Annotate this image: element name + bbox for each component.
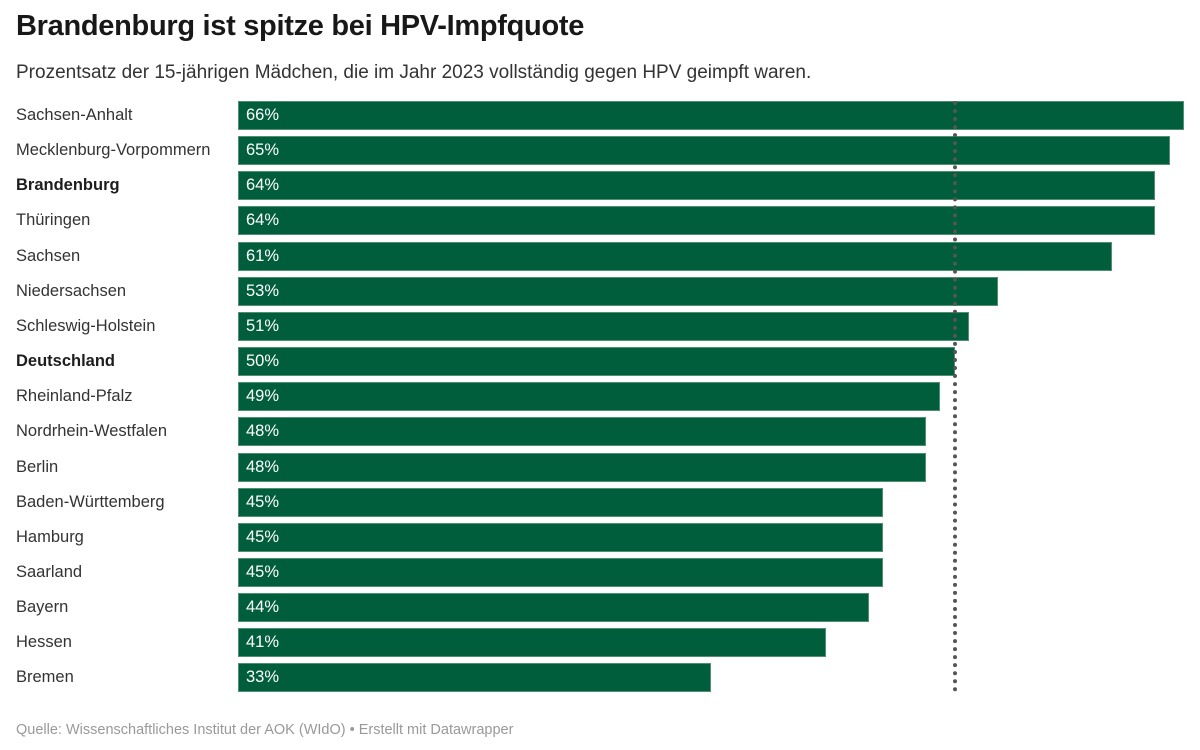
bar: 48% [238, 452, 926, 482]
bar: 49% [238, 382, 941, 412]
bar: 45% [238, 522, 883, 552]
bar-value-label: 41% [246, 633, 280, 652]
category-label: Hessen [16, 633, 72, 652]
bar: 45% [238, 557, 883, 587]
bar: 50% [238, 347, 955, 377]
category-label: Brandenburg [16, 176, 120, 195]
bar-value-label: 61% [246, 246, 280, 265]
average-reference-line [952, 101, 957, 693]
bar-value-label: 65% [246, 141, 280, 160]
category-label: Nordrhein-Westfalen [16, 422, 168, 441]
bar: 33% [238, 663, 711, 693]
bar: 53% [238, 276, 998, 306]
category-label: Bremen [16, 668, 74, 687]
bar-value-label: 45% [246, 562, 280, 581]
bar-value-label: 45% [246, 527, 280, 546]
bar: 65% [238, 136, 1170, 166]
category-label: Sachsen-Anhalt [16, 106, 133, 124]
bar: 41% [238, 628, 826, 658]
bar: 61% [238, 241, 1113, 271]
bar-value-label: 64% [246, 211, 280, 230]
bar-value-label: 45% [246, 492, 280, 511]
category-label: Rheinland-Pfalz [16, 387, 133, 406]
bar-value-label: 51% [246, 316, 280, 335]
bar: 51% [238, 311, 969, 341]
category-label: Sachsen [16, 246, 81, 265]
bar: 45% [238, 487, 883, 517]
bar-value-label: 49% [246, 387, 280, 406]
bar-value-label: 48% [246, 422, 280, 441]
bar-value-label: 50% [246, 352, 280, 371]
bar-value-label: 33% [246, 668, 280, 687]
bar: 66% [238, 101, 1184, 130]
chart-title: Brandenburg ist spitze bei HPV-Impfquote [16, 10, 585, 42]
category-label: Baden-Württemberg [16, 492, 165, 511]
bar-value-label: 53% [246, 281, 280, 300]
bar: 48% [238, 417, 926, 447]
category-label: Deutschland [16, 352, 116, 371]
category-label: Hamburg [16, 527, 84, 546]
category-label: Bayern [16, 598, 69, 617]
category-label: Mecklenburg-Vorpommern [16, 141, 211, 160]
bar-value-label: 44% [246, 598, 280, 617]
category-label: Thüringen [16, 211, 91, 230]
chart-subtitle: Prozentsatz der 15-jährigen Mädchen, die… [16, 62, 812, 83]
bar: 44% [238, 593, 869, 623]
bar: 64% [238, 171, 1156, 201]
bar-value-label: 48% [246, 457, 280, 476]
category-label: Berlin [16, 457, 59, 476]
category-label: Saarland [16, 562, 83, 581]
bar-value-label: 66% [246, 106, 280, 124]
category-label: Niedersachsen [16, 281, 127, 300]
bar-value-label: 64% [246, 176, 280, 195]
bar: 64% [238, 206, 1156, 236]
category-label: Schleswig-Holstein [16, 316, 156, 335]
source-footer: Quelle: Wissenschaftliches Institut der … [16, 722, 514, 738]
